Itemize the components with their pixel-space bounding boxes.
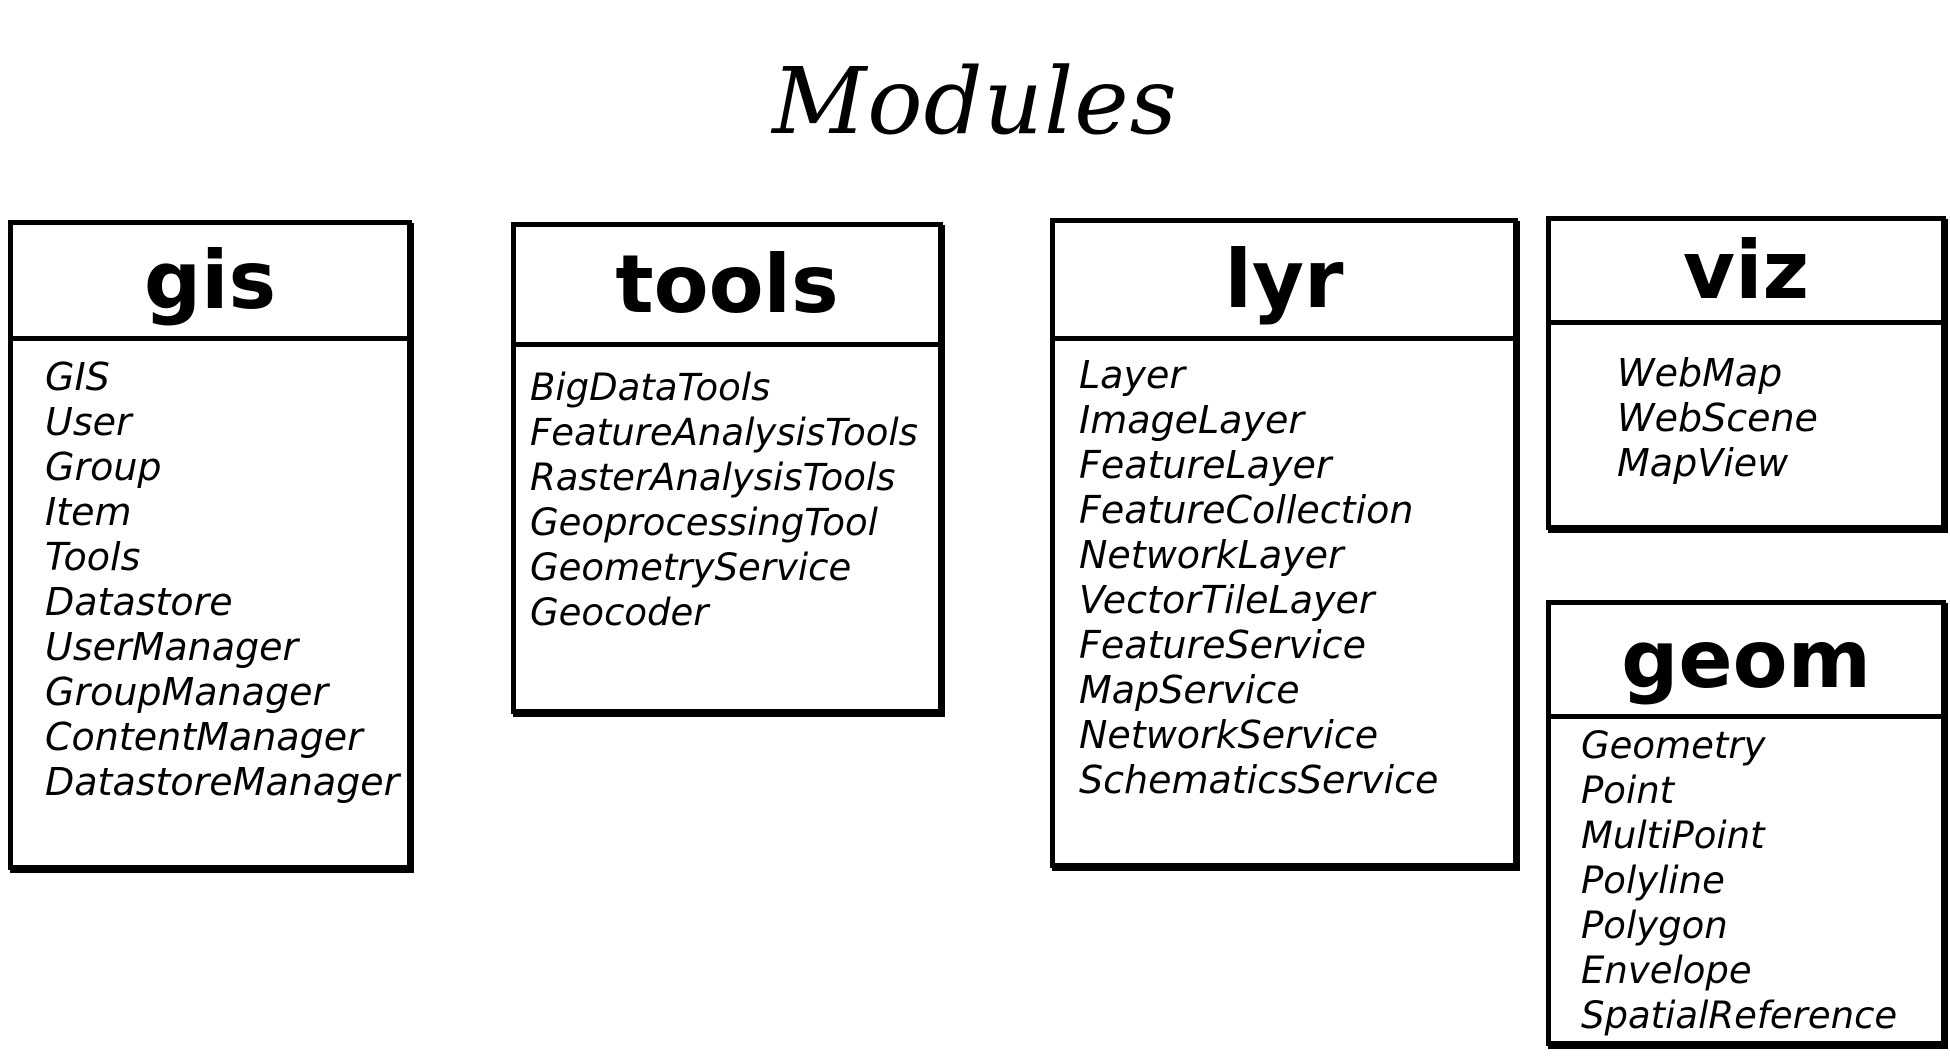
class-item: GeometryService	[530, 546, 852, 589]
class-item: ImageLayer	[1079, 398, 1304, 442]
class-item: Polygon	[1581, 904, 1728, 947]
class-item: Group	[45, 445, 162, 489]
class-item: FeatureService	[1079, 623, 1366, 667]
class-item: MapView	[1617, 441, 1789, 485]
class-item: Layer	[1079, 353, 1185, 397]
class-item: Geocoder	[530, 591, 709, 634]
class-item: RasterAnalysisTools	[530, 456, 896, 499]
class-item: SchematicsService	[1079, 758, 1439, 802]
class-item: Geometry	[1581, 724, 1766, 767]
module-class-list: WebMap WebScene MapView	[1551, 325, 1941, 486]
class-item: FeatureAnalysisTools	[530, 411, 918, 454]
class-item: NetworkService	[1079, 713, 1379, 757]
class-item: Polyline	[1581, 859, 1725, 902]
class-item: BigDataTools	[530, 366, 771, 409]
module-class-list: Layer ImageLayer FeatureLayer FeatureCol…	[1055, 341, 1513, 803]
class-item: SpatialReference	[1581, 994, 1898, 1037]
class-item: WebMap	[1617, 351, 1783, 395]
module-header: gis	[13, 225, 407, 341]
module-box-geom: geom Geometry Point MultiPoint Polyline …	[1546, 600, 1946, 1046]
class-item: Point	[1581, 769, 1675, 812]
class-item: Item	[45, 490, 132, 534]
class-item: User	[45, 400, 132, 444]
class-item: FeatureLayer	[1079, 443, 1332, 487]
class-item: GroupManager	[45, 670, 329, 714]
diagram-title: Modules	[772, 48, 1178, 155]
module-box-gis: gis GIS User Group Item Tools Datastore …	[8, 220, 412, 870]
module-header: tools	[516, 227, 938, 347]
class-item: Envelope	[1581, 949, 1752, 992]
module-box-viz: viz WebMap WebScene MapView	[1546, 216, 1946, 530]
class-item: MultiPoint	[1581, 814, 1765, 857]
class-item: GIS	[45, 355, 110, 399]
class-item: Datastore	[45, 580, 233, 624]
class-item: UserManager	[45, 625, 299, 669]
module-box-tools: tools BigDataTools FeatureAnalysisTools …	[511, 222, 943, 714]
module-header: lyr	[1055, 223, 1513, 341]
class-item: DatastoreManager	[45, 760, 400, 804]
class-item: WebScene	[1617, 396, 1818, 440]
module-class-list: GIS User Group Item Tools Datastore User…	[13, 341, 407, 805]
class-item: VectorTileLayer	[1079, 578, 1375, 622]
class-item: ContentManager	[45, 715, 363, 759]
class-item: NetworkLayer	[1079, 533, 1344, 577]
module-header: geom	[1551, 605, 1941, 719]
class-item: GeoprocessingTool	[530, 501, 878, 544]
class-item: MapService	[1079, 668, 1300, 712]
module-class-list: Geometry Point MultiPoint Polyline Polyg…	[1551, 719, 1941, 1038]
module-header: viz	[1551, 221, 1941, 325]
class-item: Tools	[45, 535, 141, 579]
module-box-lyr: lyr Layer ImageLayer FeatureLayer Featur…	[1050, 218, 1518, 868]
module-class-list: BigDataTools FeatureAnalysisTools Raster…	[516, 347, 938, 635]
class-item: FeatureCollection	[1079, 488, 1414, 532]
